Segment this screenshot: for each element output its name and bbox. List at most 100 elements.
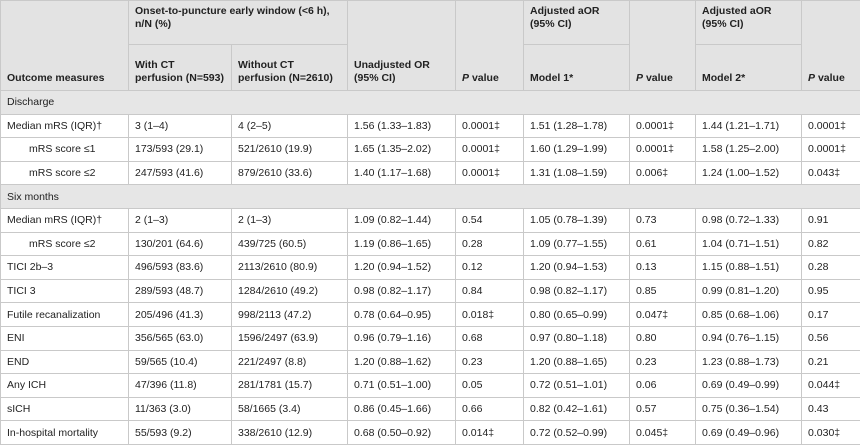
cell-model-1-p-value: 0.61 bbox=[630, 232, 696, 256]
cell-with-ct-perfusion: 289/593 (48.7) bbox=[129, 279, 232, 303]
cell-unadjusted-or: 1.20 (0.88–1.62) bbox=[348, 350, 456, 374]
p-suffix: value bbox=[469, 72, 499, 84]
cell-outcome-measure: sICH bbox=[1, 397, 129, 421]
table-header: Outcome measures Onset-to-puncture early… bbox=[1, 1, 860, 91]
cell-model-2-p-value: 0.0001‡ bbox=[802, 114, 860, 138]
cell-model-2-aor: 1.58 (1.25–2.00) bbox=[696, 138, 802, 162]
cell-p-value: 0.23 bbox=[456, 350, 524, 374]
section-title: Discharge bbox=[1, 91, 860, 115]
cell-with-ct-perfusion: 356/565 (63.0) bbox=[129, 326, 232, 350]
cell-unadjusted-or: 0.98 (0.82–1.17) bbox=[348, 279, 456, 303]
cell-outcome-measure: mRS score ≤2 bbox=[1, 232, 129, 256]
cell-model-2-p-value: 0.043‡ bbox=[802, 161, 860, 185]
section-row: Six months bbox=[1, 185, 860, 209]
cell-model-2-p-value: 0.030‡ bbox=[802, 421, 860, 445]
cell-p-value: 0.05 bbox=[456, 374, 524, 398]
cell-unadjusted-or: 1.19 (0.86–1.65) bbox=[348, 232, 456, 256]
cell-outcome-measure: TICI 3 bbox=[1, 279, 129, 303]
cell-outcome-measure: END bbox=[1, 350, 129, 374]
header-without-ct-perfusion: Without CT perfusion (N=2610) bbox=[232, 45, 348, 91]
cell-without-ct-perfusion: 1284/2610 (49.2) bbox=[232, 279, 348, 303]
cell-with-ct-perfusion: 55/593 (9.2) bbox=[129, 421, 232, 445]
cell-p-value: 0.0001‡ bbox=[456, 138, 524, 162]
cell-with-ct-perfusion: 59/565 (10.4) bbox=[129, 350, 232, 374]
cell-model-2-p-value: 0.91 bbox=[802, 208, 860, 232]
cell-model-2-aor: 1.24 (1.00–1.52) bbox=[696, 161, 802, 185]
cell-model-1-p-value: 0.006‡ bbox=[630, 161, 696, 185]
cell-without-ct-perfusion: 2113/2610 (80.9) bbox=[232, 256, 348, 280]
cell-model-1-aor: 0.72 (0.52–0.99) bbox=[524, 421, 630, 445]
cell-outcome-measure: In-hospital mortality bbox=[1, 421, 129, 445]
cell-unadjusted-or: 1.56 (1.33–1.83) bbox=[348, 114, 456, 138]
cell-without-ct-perfusion: 879/2610 (33.6) bbox=[232, 161, 348, 185]
cell-model-2-aor: 0.98 (0.72–1.33) bbox=[696, 208, 802, 232]
cell-with-ct-perfusion: 3 (1–4) bbox=[129, 114, 232, 138]
cell-model-2-p-value: 0.044‡ bbox=[802, 374, 860, 398]
cell-without-ct-perfusion: 998/2113 (47.2) bbox=[232, 303, 348, 327]
header-onset-window: Onset-to-puncture early window (<6 h), n… bbox=[129, 1, 348, 45]
cell-model-1-aor: 0.72 (0.51–1.01) bbox=[524, 374, 630, 398]
cell-unadjusted-or: 0.78 (0.64–0.95) bbox=[348, 303, 456, 327]
header-adjusted-aor-2: Adjusted aOR (95% CI) bbox=[696, 1, 802, 45]
cell-p-value: 0.0001‡ bbox=[456, 161, 524, 185]
header-unadjusted-or: Unadjusted OR (95% CI) bbox=[348, 1, 456, 91]
cell-model-2-p-value: 0.56 bbox=[802, 326, 860, 350]
cell-without-ct-perfusion: 521/2610 (19.9) bbox=[232, 138, 348, 162]
cell-without-ct-perfusion: 338/2610 (12.9) bbox=[232, 421, 348, 445]
p-italic: P bbox=[808, 72, 815, 84]
cell-model-2-aor: 0.99 (0.81–1.20) bbox=[696, 279, 802, 303]
cell-p-value: 0.12 bbox=[456, 256, 524, 280]
cell-model-1-p-value: 0.0001‡ bbox=[630, 114, 696, 138]
cell-model-1-aor: 1.05 (0.78–1.39) bbox=[524, 208, 630, 232]
cell-model-1-p-value: 0.80 bbox=[630, 326, 696, 350]
cell-model-1-aor: 1.20 (0.88–1.65) bbox=[524, 350, 630, 374]
cell-model-1-p-value: 0.23 bbox=[630, 350, 696, 374]
header-model-2: Model 2* bbox=[696, 45, 802, 91]
cell-p-value: 0.28 bbox=[456, 232, 524, 256]
cell-model-1-aor: 1.09 (0.77–1.55) bbox=[524, 232, 630, 256]
cell-model-2-p-value: 0.21 bbox=[802, 350, 860, 374]
section-title: Six months bbox=[1, 185, 860, 209]
cell-outcome-measure: Median mRS (IQR)† bbox=[1, 208, 129, 232]
cell-outcome-measure: TICI 2b–3 bbox=[1, 256, 129, 280]
cell-with-ct-perfusion: 205/496 (41.3) bbox=[129, 303, 232, 327]
cell-with-ct-perfusion: 247/593 (41.6) bbox=[129, 161, 232, 185]
cell-p-value: 0.84 bbox=[456, 279, 524, 303]
cell-unadjusted-or: 0.96 (0.79–1.16) bbox=[348, 326, 456, 350]
header-model-1: Model 1* bbox=[524, 45, 630, 91]
cell-model-1-p-value: 0.047‡ bbox=[630, 303, 696, 327]
cell-unadjusted-or: 0.71 (0.51–1.00) bbox=[348, 374, 456, 398]
cell-unadjusted-or: 1.09 (0.82–1.44) bbox=[348, 208, 456, 232]
cell-without-ct-perfusion: 221/2497 (8.8) bbox=[232, 350, 348, 374]
cell-outcome-measure: Median mRS (IQR)† bbox=[1, 114, 129, 138]
cell-with-ct-perfusion: 173/593 (29.1) bbox=[129, 138, 232, 162]
cell-model-1-p-value: 0.045‡ bbox=[630, 421, 696, 445]
cell-unadjusted-or: 1.65 (1.35–2.02) bbox=[348, 138, 456, 162]
cell-model-1-aor: 1.31 (1.08–1.59) bbox=[524, 161, 630, 185]
p-suffix: value bbox=[815, 72, 845, 84]
cell-without-ct-perfusion: 439/725 (60.5) bbox=[232, 232, 348, 256]
cell-model-1-aor: 1.51 (1.28–1.78) bbox=[524, 114, 630, 138]
cell-model-2-p-value: 0.28 bbox=[802, 256, 860, 280]
cell-without-ct-perfusion: 281/1781 (15.7) bbox=[232, 374, 348, 398]
cell-p-value: 0.54 bbox=[456, 208, 524, 232]
cell-model-1-p-value: 0.73 bbox=[630, 208, 696, 232]
cell-model-1-p-value: 0.85 bbox=[630, 279, 696, 303]
cell-with-ct-perfusion: 47/396 (11.8) bbox=[129, 374, 232, 398]
cell-model-1-p-value: 0.13 bbox=[630, 256, 696, 280]
cell-model-1-p-value: 0.06 bbox=[630, 374, 696, 398]
cell-model-2-p-value: 0.95 bbox=[802, 279, 860, 303]
cell-model-2-aor: 0.94 (0.76–1.15) bbox=[696, 326, 802, 350]
cell-p-value: 0.018‡ bbox=[456, 303, 524, 327]
cell-p-value: 0.014‡ bbox=[456, 421, 524, 445]
cell-without-ct-perfusion: 58/1665 (3.4) bbox=[232, 397, 348, 421]
cell-model-2-aor: 0.85 (0.68–1.06) bbox=[696, 303, 802, 327]
